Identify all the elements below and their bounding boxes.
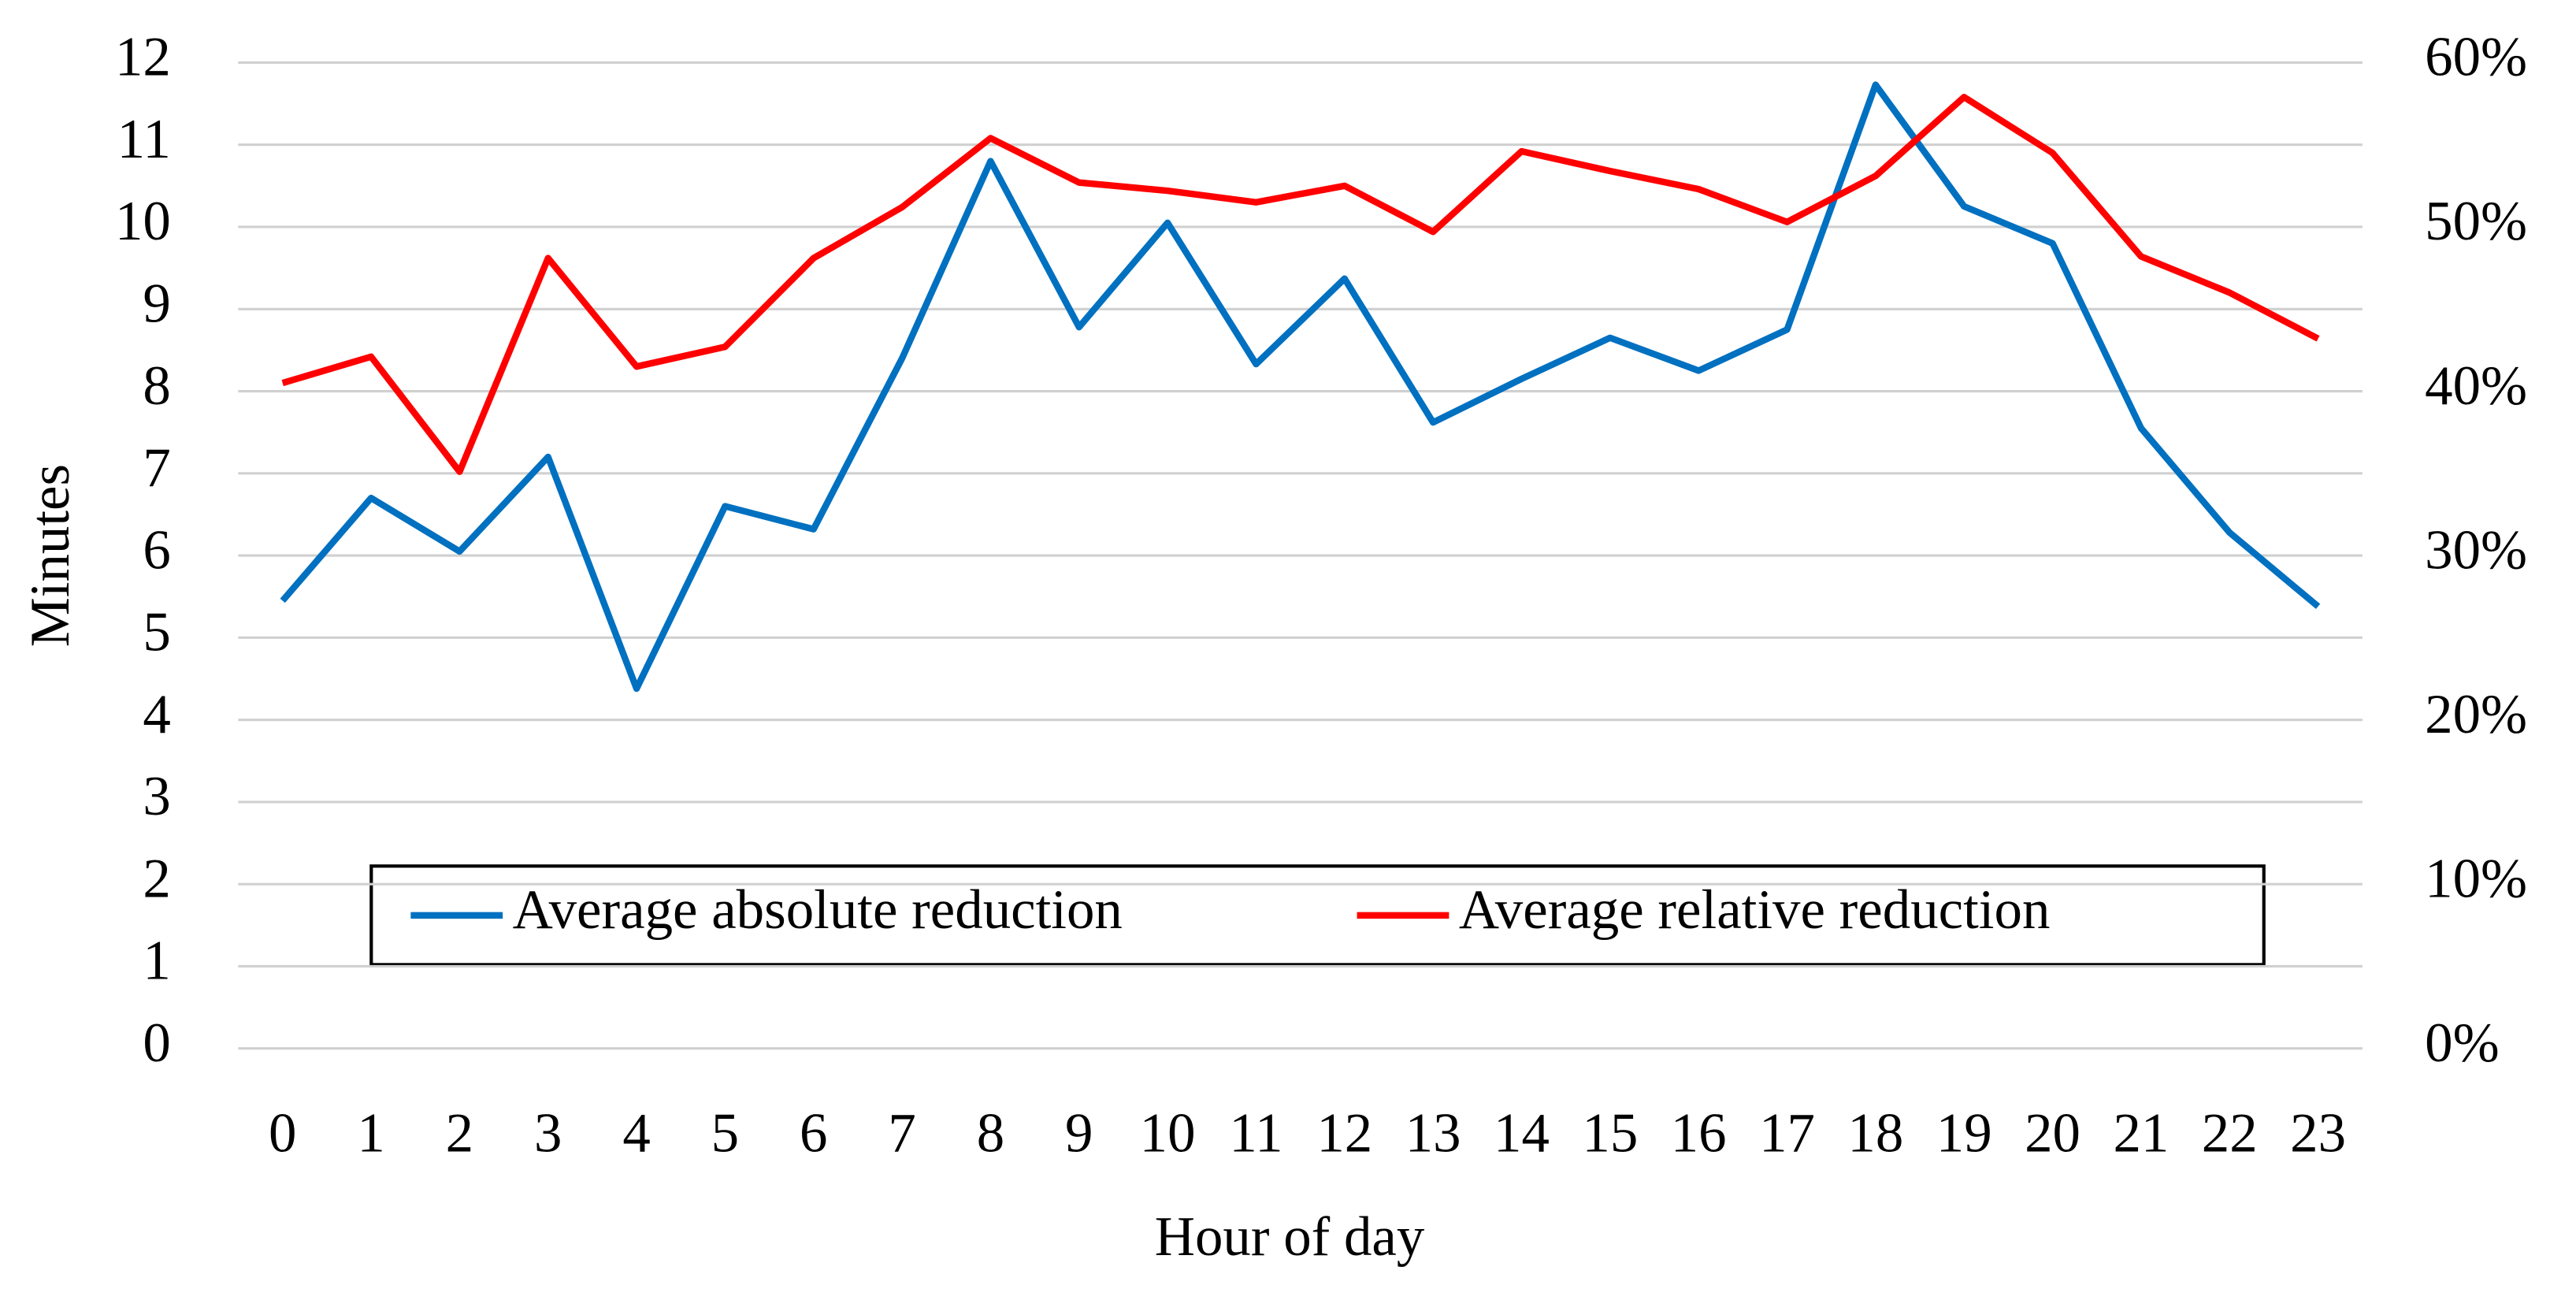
legend-box	[369, 864, 2266, 967]
y-tick-label: 11	[117, 109, 171, 170]
x-tick-label: 20	[2025, 1103, 2080, 1164]
y2-tick-label: 50%	[2425, 191, 2527, 252]
y2-tick-label: 60%	[2425, 27, 2527, 88]
legend-label: Average relative reduction	[1459, 879, 2051, 941]
x-tick-label: 11	[1229, 1103, 1282, 1164]
x-tick-label: 9	[1065, 1103, 1093, 1164]
x-tick-label: 13	[1405, 1103, 1461, 1164]
y2-tick-label: 20%	[2425, 684, 2527, 745]
y-tick-label: 8	[143, 355, 170, 417]
y2-tick-label: 10%	[2425, 848, 2527, 909]
x-tick-label: 17	[1759, 1103, 1815, 1164]
x-tick-label: 18	[1847, 1103, 1903, 1164]
y-tick-label: 10	[115, 191, 171, 252]
legend-label: Average absolute reduction	[513, 879, 1123, 941]
y-axis-title: Minutes	[20, 464, 81, 647]
y2-tick-label: 0%	[2425, 1012, 2500, 1074]
x-tick-label: 22	[2202, 1103, 2258, 1164]
y-tick-label: 0	[143, 1012, 170, 1074]
x-tick-label: 1	[357, 1103, 384, 1164]
x-tick-label: 6	[800, 1103, 827, 1164]
x-tick-label: 15	[1582, 1103, 1638, 1164]
y-tick-label: 5	[143, 602, 170, 663]
y-tick-label: 9	[143, 273, 170, 335]
x-tick-label: 21	[2113, 1103, 2169, 1164]
grid	[238, 61, 2363, 1050]
y-tick-label: 3	[143, 766, 170, 827]
x-tick-label: 14	[1494, 1103, 1550, 1164]
y-tick-label: 2	[143, 848, 170, 909]
y-tick-label: 6	[143, 519, 170, 581]
y2-tick-label: 30%	[2425, 519, 2527, 581]
x-tick-label: 4	[622, 1103, 650, 1164]
data-line	[280, 81, 2321, 693]
data-line	[281, 94, 2320, 475]
y-tick-label: 12	[115, 27, 171, 88]
y-tick-label: 1	[143, 930, 170, 992]
x-axis-title: Hour of day	[1155, 1206, 1425, 1268]
x-tick-label: 23	[2290, 1103, 2346, 1164]
x-tick-label: 5	[711, 1103, 739, 1164]
x-tick-label: 7	[888, 1103, 915, 1164]
x-tick-label: 8	[977, 1103, 1004, 1164]
y2-tick-label: 40%	[2425, 355, 2527, 417]
y-tick-label: 4	[143, 684, 170, 745]
x-tick-label: 12	[1316, 1103, 1372, 1164]
x-tick-label: 3	[534, 1103, 562, 1164]
y-tick-label: 7	[143, 437, 170, 499]
x-tick-label: 10	[1140, 1103, 1196, 1164]
x-tick-label: 19	[1936, 1103, 1992, 1164]
legend: Average absolute reduction Average relati…	[369, 864, 2266, 967]
x-tick-label: 0	[269, 1103, 296, 1164]
x-tick-label: 16	[1671, 1103, 1727, 1164]
x-tick-label: 2	[446, 1103, 473, 1164]
